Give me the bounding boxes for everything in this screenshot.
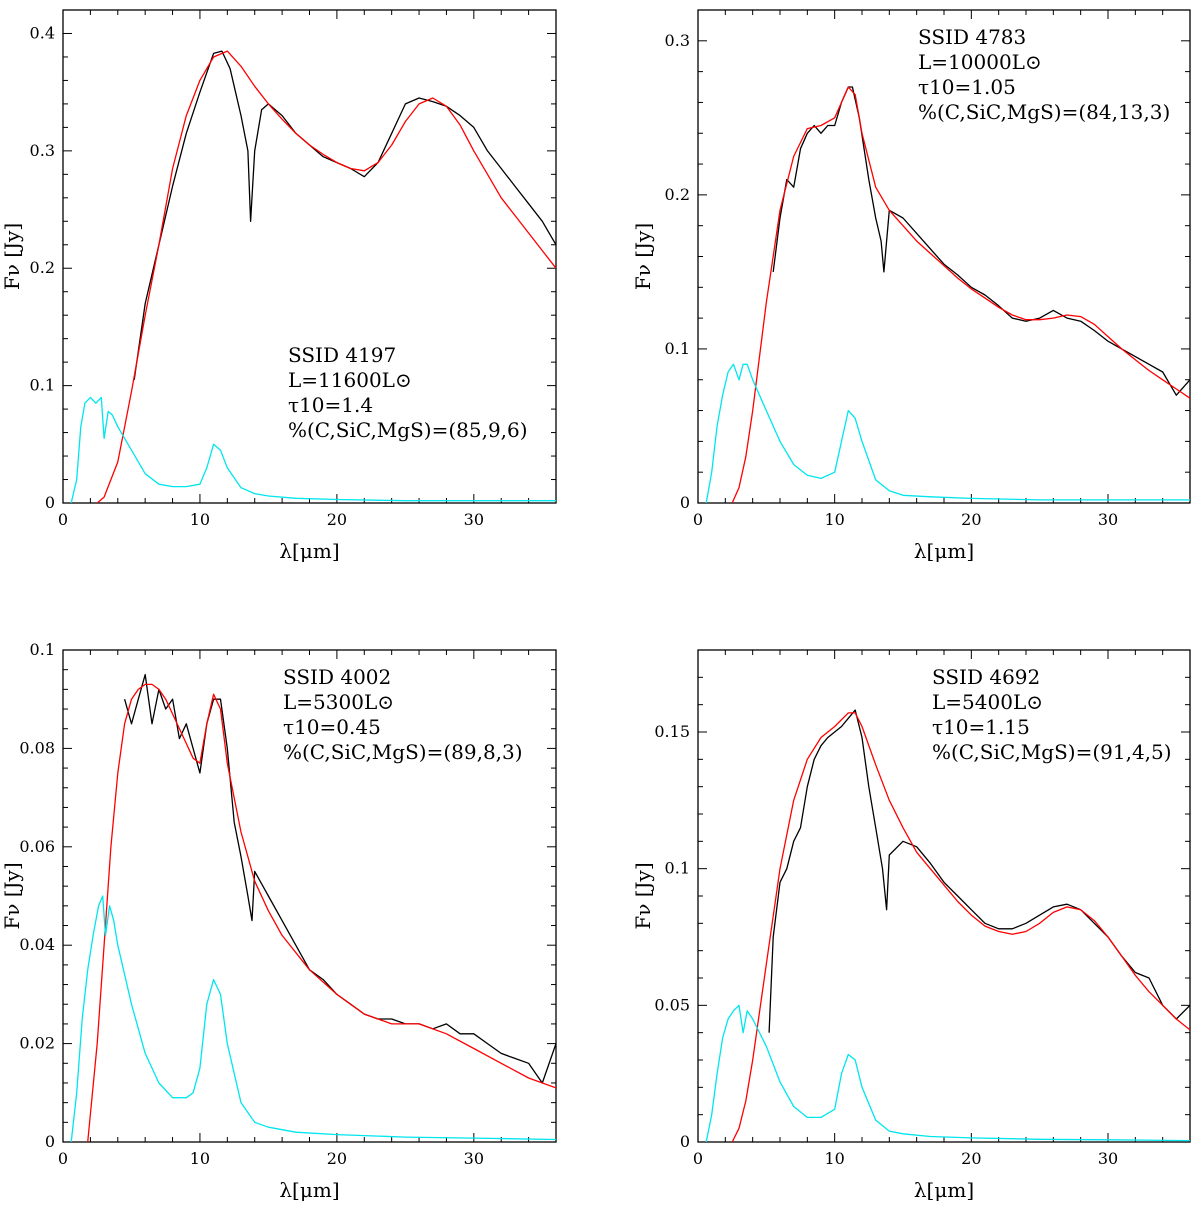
stellar-photosphere-line (70, 396, 556, 503)
y-tick-label: 0 (45, 1132, 55, 1151)
y-tick-label: 0.06 (19, 837, 55, 856)
x-axis-title: λ[μm] (279, 1178, 339, 1202)
annotation-line: L=11600L⊙ (288, 368, 412, 392)
y-tick-label: 0.3 (665, 31, 690, 50)
stellar-photosphere-line (705, 363, 1190, 503)
y-tick-label: 0.3 (30, 141, 55, 160)
annotation-line: L=10000L⊙ (918, 50, 1042, 74)
chart-panel-ssid-4783: 0 10 20 30 0 0.1 0.2 0.3 λ[μm] Fν [Jy] SSID 4783L=… (631, 9, 1191, 563)
y-tick-label: 0.1 (30, 376, 55, 395)
x-tick-label: 10 (824, 510, 844, 529)
x-tick-label: 0 (693, 1149, 703, 1168)
y-tick-label: 0 (45, 493, 55, 512)
annotation-line: SSID 4197 (288, 343, 396, 367)
observed-spectrum-line (772, 86, 1190, 396)
x-tick-label: 20 (327, 510, 347, 529)
annotation-line: %(C,SiC,MgS)=(85,9,6) (288, 418, 528, 442)
annotation-line: SSID 4783 (918, 25, 1026, 49)
y-tick-label: 0.08 (19, 738, 55, 757)
annotation-line: %(C,SiC,MgS)=(91,4,5) (932, 740, 1172, 764)
annotation-line: L=5400L⊙ (932, 690, 1043, 714)
x-tick-label: 10 (190, 510, 210, 529)
annotation-line: τ10=0.45 (283, 715, 381, 739)
x-axis-title: λ[μm] (914, 539, 974, 563)
annotation-line: %(C,SiC,MgS)=(84,13,3) (918, 100, 1170, 124)
y-tick-label: 0.05 (654, 995, 690, 1014)
observed-spectrum-line (133, 50, 556, 380)
x-tick-label: 0 (693, 510, 703, 529)
y-tick-label: 0.2 (30, 258, 55, 277)
annotation-line: L=5300L⊙ (283, 690, 394, 714)
y-tick-label: 0 (680, 1132, 690, 1151)
observed-spectrum-line (123, 673, 556, 1084)
observed-spectrum-line (768, 709, 1190, 1033)
annotation-line: %(C,SiC,MgS)=(89,8,3) (283, 740, 523, 764)
x-tick-label: 0 (58, 510, 68, 529)
y-tick-label: 0.1 (665, 859, 690, 878)
x-tick-label: 0 (58, 1149, 68, 1168)
model-fit-line (731, 86, 1190, 503)
x-tick-label: 30 (1098, 1149, 1118, 1168)
x-tick-label: 10 (190, 1149, 210, 1168)
stellar-photosphere-line (705, 1004, 1190, 1142)
annotation-line: τ10=1.4 (288, 393, 373, 417)
y-tick-label: 0.15 (654, 722, 690, 741)
x-tick-label: 20 (327, 1149, 347, 1168)
x-axis-title: λ[μm] (279, 539, 339, 563)
model-fit-line (87, 683, 556, 1142)
y-axis-title: Fν [Jy] (0, 862, 24, 929)
x-tick-label: 30 (464, 1149, 484, 1168)
y-tick-label: 0.2 (665, 185, 690, 204)
annotation-line: SSID 4692 (932, 665, 1040, 689)
annotation-line: τ10=1.15 (932, 715, 1030, 739)
y-axis-title: Fν [Jy] (631, 862, 655, 929)
x-tick-label: 10 (824, 1149, 844, 1168)
y-tick-label: 0.4 (30, 23, 55, 42)
stellar-photosphere-line (70, 895, 556, 1142)
y-axis-title: Fν [Jy] (0, 223, 24, 290)
x-tick-label: 20 (961, 510, 981, 529)
x-tick-label: 30 (464, 510, 484, 529)
model-fit-line (731, 712, 1190, 1142)
model-fit-line (96, 50, 556, 503)
y-tick-label: 0.1 (30, 640, 55, 659)
y-tick-label: 0 (680, 493, 690, 512)
annotation-line: τ10=1.05 (918, 75, 1016, 99)
chart-panel-ssid-4692: 0 10 20 30 0 0.05 0.1 0.15 λ[μm] Fν [Jy] SSID 4692… (631, 649, 1191, 1202)
y-tick-label: 0.02 (19, 1034, 55, 1053)
y-tick-label: 0.04 (19, 935, 55, 954)
chart-panel-ssid-4197: 0 10 20 30 0 0.1 0.2 0.3 0.4 λ[μm] Fν [Jy] SSID 419… (0, 9, 557, 563)
x-tick-label: 20 (961, 1149, 981, 1168)
annotation-line: SSID 4002 (283, 665, 391, 689)
chart-panel-ssid-4002: 0 10 20 30 0 0.02 0.04 0.06 0.08 0.1 λ[μm] Fν [Jy] S… (0, 640, 557, 1202)
x-tick-label: 30 (1098, 510, 1118, 529)
y-tick-label: 0.1 (665, 339, 690, 358)
y-axis-title: Fν [Jy] (631, 223, 655, 290)
x-axis-title: λ[μm] (914, 1178, 974, 1202)
